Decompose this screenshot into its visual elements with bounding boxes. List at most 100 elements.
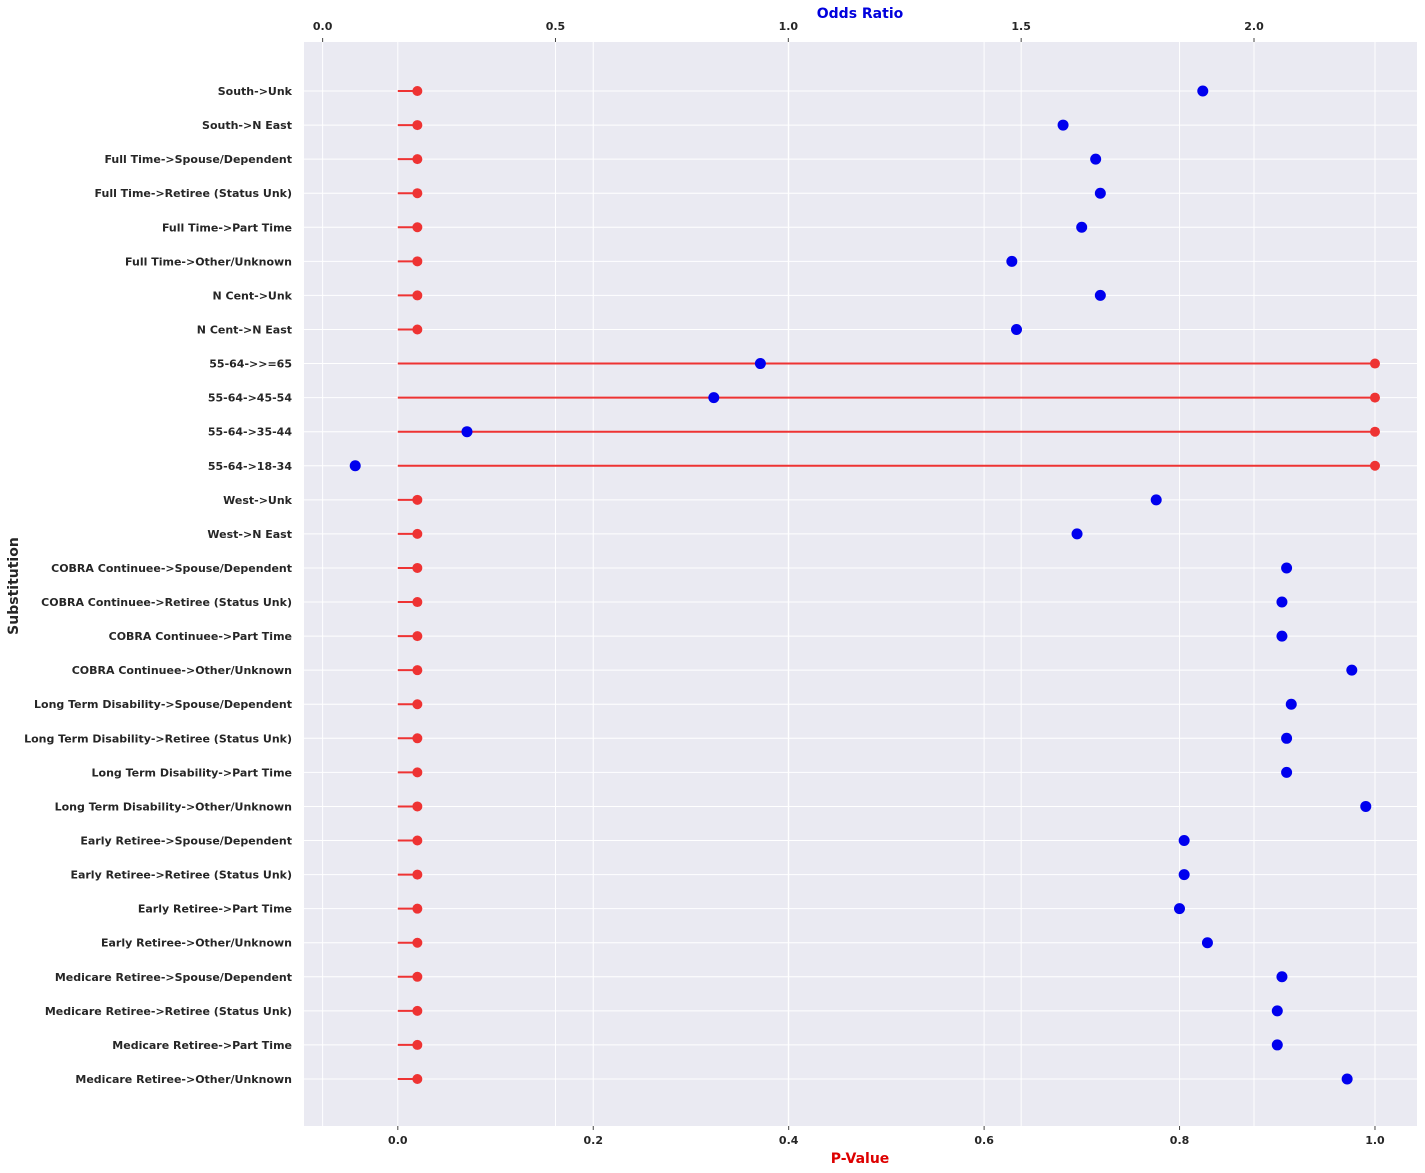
- pvalue-point: [412, 801, 423, 812]
- odds-ratio-point: [754, 358, 766, 370]
- category-label: 55-64->>=65: [209, 358, 292, 371]
- category-label: 55-64->35-44: [208, 426, 292, 439]
- pvalue-point: [412, 528, 423, 539]
- pvalue-point: [412, 1074, 423, 1084]
- odds-ratio-point: [1276, 630, 1288, 642]
- bottom-tick-label: 0.2: [583, 1134, 603, 1147]
- pvalue-point: [412, 835, 423, 846]
- pvalue-point: [1369, 460, 1380, 471]
- pvalue-series: [397, 86, 1380, 1084]
- x-axis-title-bottom: P-Value: [831, 1151, 890, 1167]
- odds-ratio-point: [1346, 664, 1358, 676]
- category-label: Long Term Disability->Part Time: [92, 766, 293, 779]
- pvalue-point: [412, 869, 423, 880]
- top-tick-label: 0.5: [546, 20, 566, 33]
- top-tick-label: 1.0: [779, 20, 799, 33]
- odds-ratio-point: [1057, 119, 1069, 131]
- category-label: N Cent->Unk: [212, 289, 292, 302]
- pvalue-point: [412, 699, 423, 710]
- odds-ratio-point: [1201, 937, 1213, 949]
- pvalue-point: [412, 256, 423, 267]
- top-axis-ticks: 0.0 0.5 1.0 1.5 2.0: [313, 20, 1264, 42]
- pvalue-point: [412, 494, 423, 505]
- category-label: West->Unk: [223, 494, 293, 507]
- category-label: Long Term Disability->Retiree (Status Un…: [24, 732, 292, 745]
- pvalue-point: [412, 1005, 423, 1016]
- category-label: Early Retiree->Spouse/Dependent: [80, 835, 292, 848]
- odds-ratio-point: [1271, 1039, 1283, 1051]
- odds-ratio-point: [1011, 323, 1023, 335]
- top-tick-label: 2.0: [1244, 20, 1264, 33]
- category-label: Early Retiree->Retiree (Status Unk): [70, 869, 292, 882]
- category-label: Early Retiree->Other/Unknown: [101, 937, 292, 950]
- pvalue-point: [412, 324, 423, 335]
- odds-ratio-point: [1276, 971, 1288, 983]
- category-label: Long Term Disability->Other/Unknown: [55, 800, 292, 813]
- category-label: Full Time->Part Time: [162, 221, 292, 234]
- bottom-tick-label: 0.6: [974, 1134, 994, 1147]
- odds-ratio-point: [1360, 800, 1372, 812]
- pvalue-point: [412, 154, 423, 165]
- category-label: COBRA Continuee->Part Time: [109, 630, 292, 643]
- bottom-tick-label: 0.0: [388, 1134, 408, 1147]
- odds-ratio-point: [1281, 732, 1293, 744]
- pvalue-point: [412, 631, 423, 642]
- odds-ratio-series: [349, 85, 1372, 1085]
- odds-ratio-point: [1178, 869, 1190, 881]
- odds-ratio-point: [461, 426, 473, 438]
- pvalue-point: [1369, 392, 1380, 403]
- pvalue-point: [412, 1039, 423, 1050]
- bottom-tick-label: 0.8: [1170, 1134, 1190, 1147]
- pvalue-point: [412, 597, 423, 608]
- pvalue-point: [412, 937, 423, 948]
- plot-area: [304, 42, 1417, 1126]
- pvalue-point: [412, 222, 423, 233]
- odds-ratio-point: [1281, 766, 1293, 778]
- odds-ratio-point: [1076, 221, 1088, 233]
- y-axis-title: Substitution: [6, 537, 22, 635]
- category-label: COBRA Continuee->Other/Unknown: [72, 664, 292, 677]
- category-label: Full Time->Retiree (Status Unk): [95, 187, 292, 200]
- odds-ratio-point: [1197, 85, 1209, 97]
- category-label: COBRA Continuee->Spouse/Dependent: [51, 562, 292, 575]
- bottom-tick-label: 0.4: [779, 1134, 799, 1147]
- category-label: COBRA Continuee->Retiree (Status Unk): [41, 596, 292, 609]
- pvalue-point: [412, 971, 423, 982]
- category-label: 55-64->45-54: [208, 392, 292, 405]
- odds-ratio-point: [1271, 1005, 1283, 1017]
- pvalue-point: [1369, 358, 1380, 369]
- bottom-axis-ticks: 0.0 0.2 0.4 0.6 0.8 1.0: [388, 1126, 1385, 1147]
- category-label: West->N East: [207, 528, 292, 541]
- x-axis-title-top: Odds Ratio: [817, 6, 904, 22]
- category-label: Medicare Retiree->Retiree (Status Unk): [45, 1005, 292, 1018]
- category-label: Early Retiree->Part Time: [138, 903, 292, 916]
- category-labels: South->Unk South->N East Full Time->Spouse…: [24, 85, 293, 1086]
- pvalue-point: [412, 86, 423, 96]
- category-label: Full Time->Spouse/Dependent: [104, 153, 292, 166]
- odds-ratio-point: [1071, 528, 1083, 540]
- pvalue-point: [1369, 426, 1380, 437]
- odds-ratio-point: [708, 392, 720, 404]
- pvalue-point: [412, 665, 423, 676]
- category-label: Medicare Retiree->Spouse/Dependent: [55, 971, 292, 984]
- odds-ratio-point: [1006, 255, 1018, 267]
- odds-ratio-point: [1178, 835, 1190, 847]
- category-label: South->N East: [202, 119, 292, 132]
- odds-ratio-point: [1281, 562, 1293, 574]
- pvalue-point: [412, 767, 423, 778]
- category-label: 55-64->18-34: [208, 460, 292, 473]
- odds-ratio-point: [1090, 153, 1102, 165]
- pvalue-point: [412, 290, 423, 301]
- odds-ratio-point: [1341, 1073, 1353, 1085]
- category-label: Long Term Disability->Spouse/Dependent: [34, 698, 292, 711]
- pvalue-point: [412, 188, 423, 199]
- category-label: Full Time->Other/Unknown: [125, 255, 292, 268]
- odds-ratio-point: [349, 460, 361, 472]
- top-tick-label: 0.0: [313, 20, 333, 33]
- category-label: South->Unk: [218, 85, 293, 98]
- pvalue-point: [412, 903, 423, 914]
- odds-ratio-point: [1094, 187, 1106, 199]
- pvalue-point: [412, 562, 423, 573]
- category-label: Medicare Retiree->Part Time: [112, 1039, 292, 1052]
